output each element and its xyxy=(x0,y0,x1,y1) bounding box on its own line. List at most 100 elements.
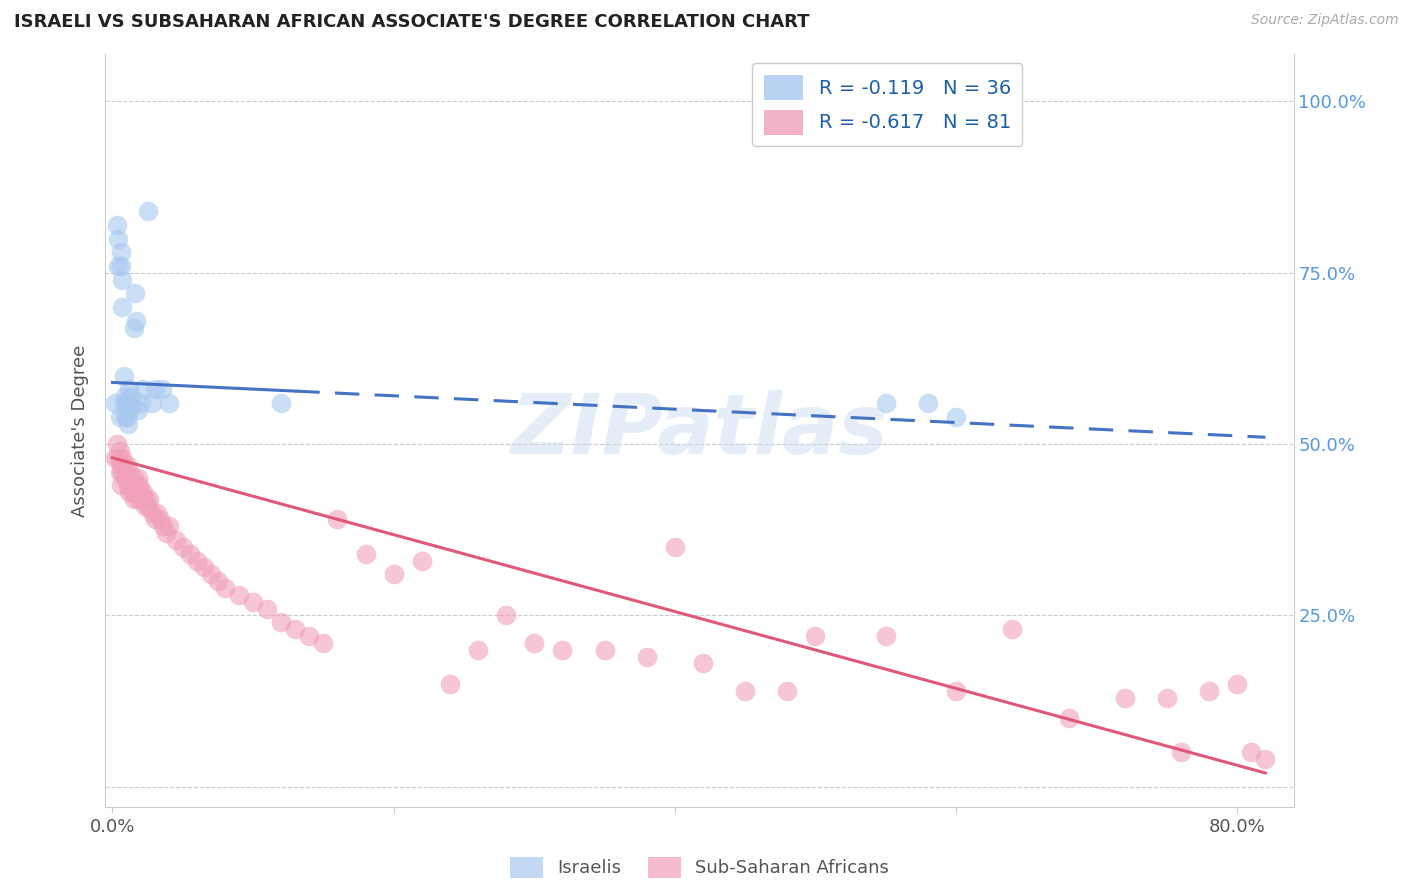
Point xyxy=(111,300,134,314)
Point xyxy=(108,444,131,458)
Point xyxy=(1226,677,1249,691)
Point xyxy=(114,389,136,403)
Point xyxy=(186,553,208,567)
Y-axis label: Associate's Degree: Associate's Degree xyxy=(72,344,90,516)
Point xyxy=(105,218,128,232)
Point xyxy=(117,478,139,492)
Point xyxy=(124,485,146,500)
Point xyxy=(107,231,129,245)
Point xyxy=(945,683,967,698)
Point xyxy=(107,259,129,273)
Point xyxy=(945,409,967,424)
Point xyxy=(125,478,148,492)
Point xyxy=(118,402,141,417)
Point xyxy=(117,417,139,431)
Point xyxy=(382,567,405,582)
Point xyxy=(115,396,138,410)
Point xyxy=(124,286,146,301)
Point xyxy=(207,574,229,589)
Point xyxy=(155,526,177,541)
Text: ISRAELI VS SUBSAHARAN AFRICAN ASSOCIATE'S DEGREE CORRELATION CHART: ISRAELI VS SUBSAHARAN AFRICAN ASSOCIATE'… xyxy=(14,13,810,31)
Point xyxy=(138,491,160,506)
Point xyxy=(112,396,135,410)
Point xyxy=(112,368,135,383)
Point xyxy=(1057,711,1080,725)
Point xyxy=(110,245,132,260)
Point xyxy=(121,396,143,410)
Point xyxy=(1240,746,1263,760)
Point xyxy=(127,491,149,506)
Point xyxy=(439,677,461,691)
Point xyxy=(495,608,517,623)
Point xyxy=(136,499,159,513)
Point xyxy=(776,683,799,698)
Point xyxy=(664,540,686,554)
Point xyxy=(143,512,166,526)
Text: ZIPatlas: ZIPatlas xyxy=(510,390,889,471)
Point xyxy=(132,382,155,396)
Point xyxy=(121,485,143,500)
Point xyxy=(129,485,152,500)
Point xyxy=(214,581,236,595)
Point xyxy=(115,458,138,472)
Point xyxy=(152,519,174,533)
Point xyxy=(134,499,156,513)
Point xyxy=(127,402,149,417)
Point xyxy=(141,506,163,520)
Point xyxy=(118,485,141,500)
Point xyxy=(120,478,142,492)
Point xyxy=(146,506,169,520)
Point xyxy=(298,629,321,643)
Point xyxy=(804,629,827,643)
Point xyxy=(141,396,163,410)
Point xyxy=(692,657,714,671)
Point xyxy=(115,471,138,485)
Point xyxy=(256,601,278,615)
Point xyxy=(128,478,150,492)
Point xyxy=(228,588,250,602)
Point xyxy=(110,259,132,273)
Point xyxy=(107,450,129,465)
Point xyxy=(118,465,141,479)
Point xyxy=(875,396,897,410)
Point xyxy=(120,389,142,403)
Point xyxy=(734,683,756,698)
Point xyxy=(111,450,134,465)
Point xyxy=(1156,690,1178,705)
Point xyxy=(114,471,136,485)
Point xyxy=(114,409,136,424)
Point xyxy=(1170,746,1192,760)
Point xyxy=(312,636,335,650)
Point xyxy=(127,471,149,485)
Point xyxy=(179,547,201,561)
Point xyxy=(117,396,139,410)
Point xyxy=(917,396,939,410)
Point xyxy=(1001,622,1024,636)
Legend: Israelis, Sub-Saharan Africans: Israelis, Sub-Saharan Africans xyxy=(503,849,896,885)
Point xyxy=(551,642,574,657)
Point xyxy=(1254,752,1277,766)
Point xyxy=(411,553,433,567)
Point xyxy=(270,396,292,410)
Text: Source: ZipAtlas.com: Source: ZipAtlas.com xyxy=(1251,13,1399,28)
Point xyxy=(122,471,145,485)
Point xyxy=(326,512,349,526)
Point xyxy=(150,382,173,396)
Point xyxy=(467,642,489,657)
Point xyxy=(125,314,148,328)
Point xyxy=(108,409,131,424)
Point xyxy=(110,458,132,472)
Point xyxy=(122,491,145,506)
Point xyxy=(122,320,145,334)
Point xyxy=(636,649,658,664)
Point xyxy=(200,567,222,582)
Point xyxy=(132,485,155,500)
Point xyxy=(165,533,187,547)
Point xyxy=(135,491,157,506)
Point xyxy=(143,382,166,396)
Point xyxy=(136,204,159,219)
Point xyxy=(157,519,180,533)
Point xyxy=(270,615,292,630)
Point xyxy=(129,396,152,410)
Point xyxy=(110,478,132,492)
